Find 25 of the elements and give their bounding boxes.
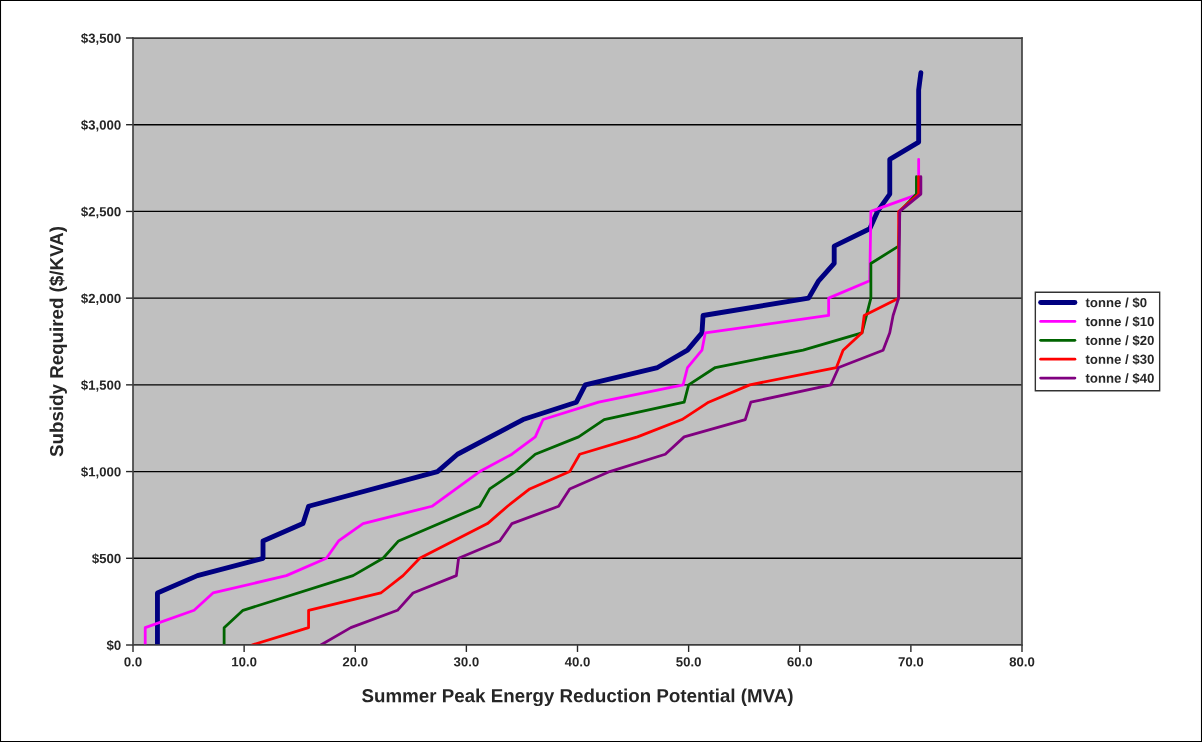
y-tick-label: $1,500 [81, 379, 121, 392]
legend-label: tonne / $20 [1085, 335, 1154, 346]
legend-label: tonne / $40 [1085, 372, 1154, 384]
x-tick-label: 20.0 [342, 657, 368, 667]
x-tick-label: 30.0 [453, 657, 479, 667]
y-tick-label: $1,000 [81, 466, 121, 479]
x-tick-label: 80.0 [1009, 657, 1035, 667]
x-tick-label: 60.0 [787, 657, 813, 667]
legend-label: tonne / $10 [1085, 316, 1154, 327]
y-tick-label: $2,500 [81, 206, 121, 219]
legend-label: tonne / $0 [1085, 297, 1147, 309]
x-axis-title: Summer Peak Energy Reduction Potential (MVA) [362, 688, 793, 707]
line-series [155, 70, 924, 645]
y-tick-label: $0 [106, 639, 121, 651]
y-tick-label: $2,000 [81, 293, 121, 305]
legend-label: tonne / $30 [1085, 354, 1154, 365]
x-tick-label: 50.0 [676, 657, 701, 667]
x-tick-label: 40.0 [564, 657, 590, 667]
x-tick-label: 70.0 [898, 657, 924, 667]
y-axis-title: Subsidy Required ($/KVA) [49, 226, 67, 457]
y-tick-label: $3,000 [81, 119, 121, 132]
y-tick-label: $3,500 [81, 32, 121, 45]
y-tick-label: $500 [92, 553, 121, 565]
x-tick-label: 0.0 [124, 657, 142, 667]
x-tick-label: 10.0 [232, 657, 257, 667]
